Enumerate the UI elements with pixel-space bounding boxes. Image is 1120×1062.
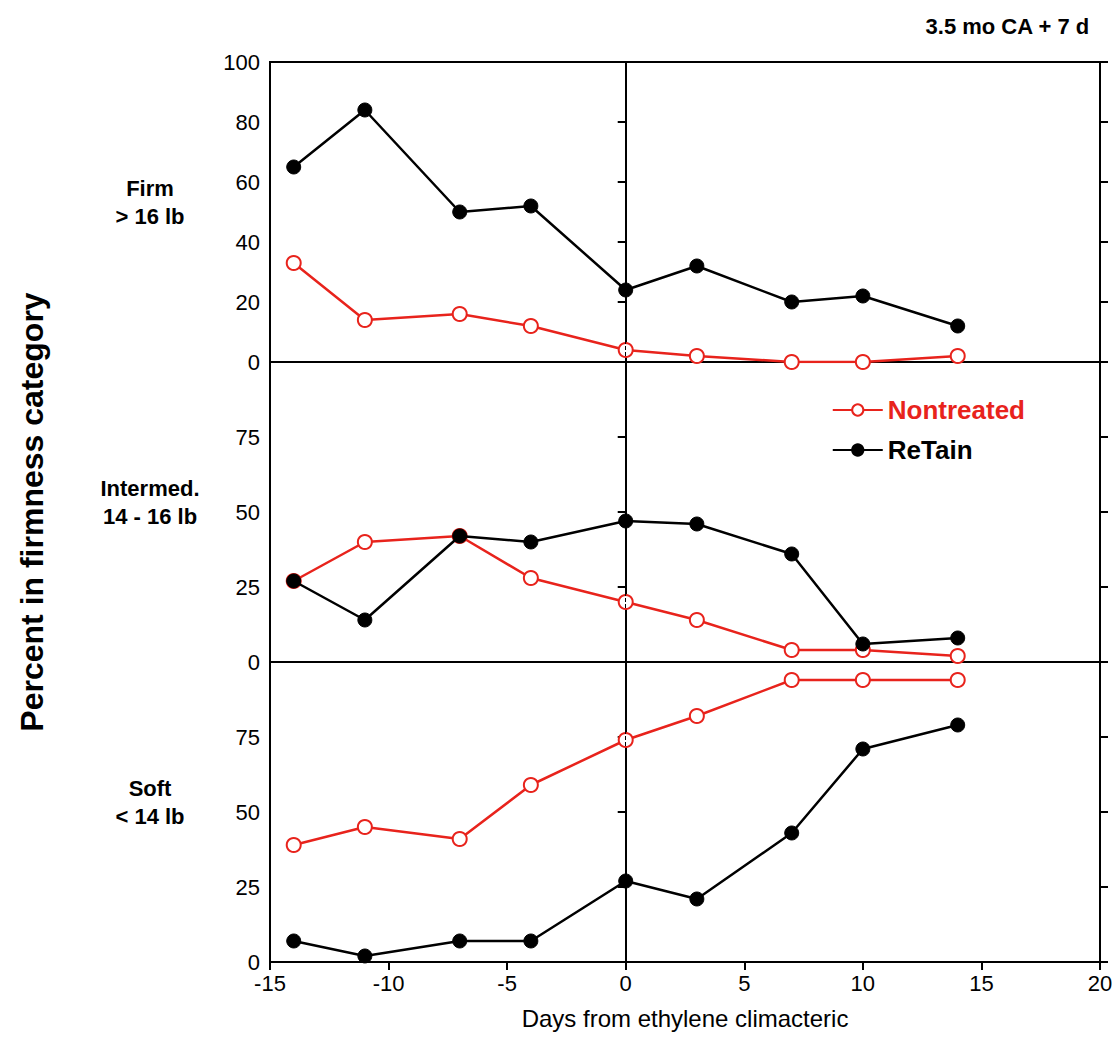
svg-text:Intermed.: Intermed. bbox=[100, 476, 199, 501]
svg-text:20: 20 bbox=[1088, 971, 1112, 996]
svg-text:50: 50 bbox=[236, 500, 260, 525]
svg-text:Firm: Firm bbox=[126, 176, 174, 201]
svg-text:0: 0 bbox=[248, 650, 260, 675]
svg-text:-5: -5 bbox=[497, 971, 517, 996]
svg-text:Nontreated: Nontreated bbox=[888, 395, 1025, 425]
svg-text:75: 75 bbox=[236, 425, 260, 450]
svg-text:5: 5 bbox=[738, 971, 750, 996]
svg-text:60: 60 bbox=[236, 170, 260, 195]
svg-text:100: 100 bbox=[223, 50, 260, 75]
svg-text:Percent in firmness category: Percent in firmness category bbox=[14, 292, 50, 731]
svg-text:0: 0 bbox=[620, 971, 632, 996]
svg-text:< 14 lb: < 14 lb bbox=[115, 804, 184, 829]
svg-text:3.5 mo CA + 7 d: 3.5 mo CA + 7 d bbox=[926, 14, 1090, 39]
svg-text:80: 80 bbox=[236, 110, 260, 135]
svg-text:0: 0 bbox=[248, 350, 260, 375]
svg-text:40: 40 bbox=[236, 230, 260, 255]
svg-text:14 - 16 lb: 14 - 16 lb bbox=[103, 504, 197, 529]
svg-text:Days from ethylene climacteric: Days from ethylene climacteric bbox=[522, 1005, 849, 1032]
svg-text:10: 10 bbox=[851, 971, 875, 996]
svg-text:0: 0 bbox=[247, 949, 260, 975]
svg-text:25: 25 bbox=[236, 575, 260, 600]
svg-text:15: 15 bbox=[969, 971, 993, 996]
svg-text:50: 50 bbox=[236, 800, 260, 825]
svg-text:Soft: Soft bbox=[129, 776, 172, 801]
svg-text:ReTain: ReTain bbox=[888, 435, 973, 465]
svg-text:75: 75 bbox=[236, 725, 260, 750]
svg-text:25: 25 bbox=[236, 875, 260, 900]
svg-text:20: 20 bbox=[236, 290, 260, 315]
svg-text:-10: -10 bbox=[373, 971, 405, 996]
svg-text:> 16 lb: > 16 lb bbox=[115, 204, 184, 229]
svg-text:-15: -15 bbox=[254, 971, 286, 996]
